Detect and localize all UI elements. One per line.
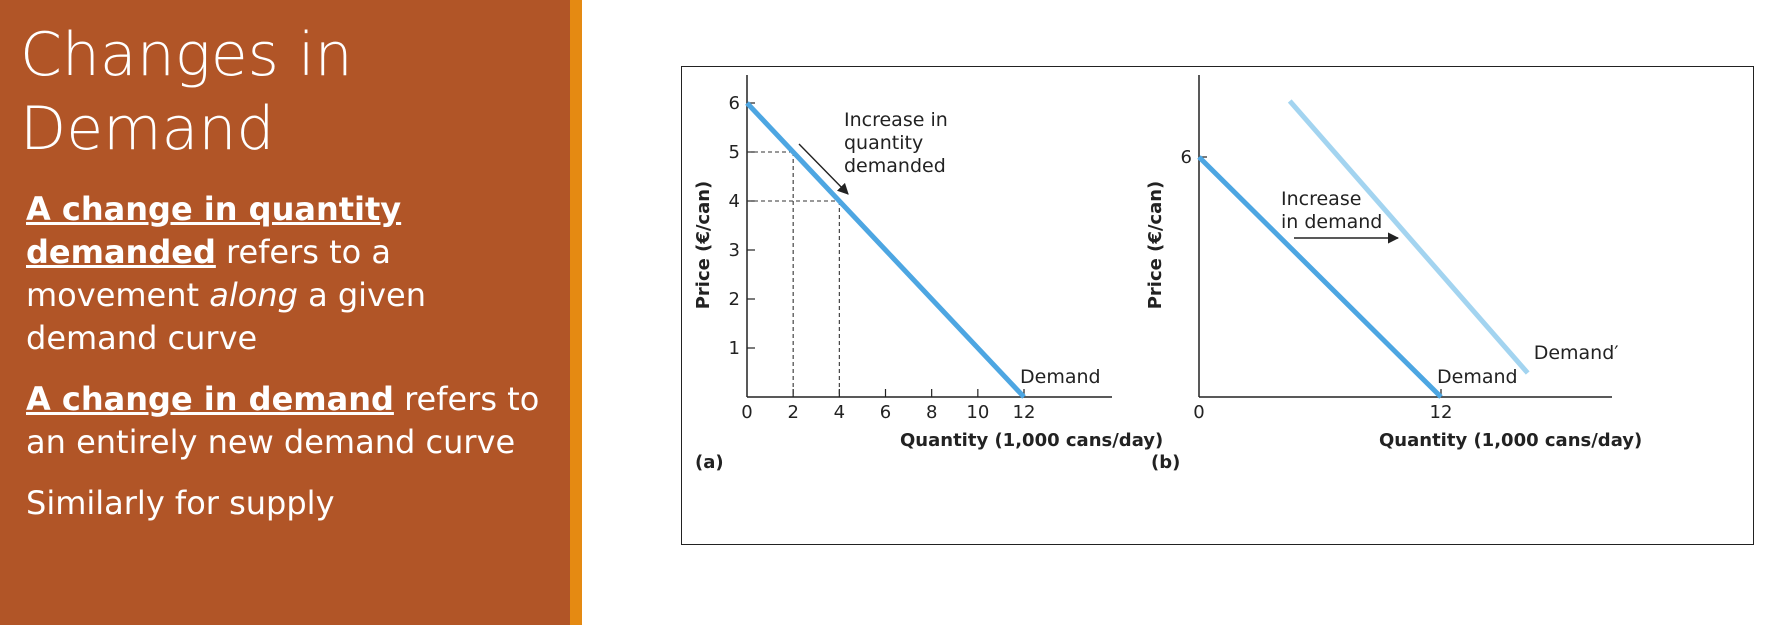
slide-text-panel: Changes in Demand A change in quantity d… [0, 0, 570, 625]
title-line-2: Demand [20, 94, 275, 164]
annotation-line-a-1: quantity [844, 132, 923, 154]
x-tick-label-a-4: 4 [834, 402, 845, 423]
x-tick-label-a-12: 12 [1013, 402, 1036, 423]
y-axis-title-b: Price (€/can) [1145, 181, 1166, 310]
x-tick-label-a-6: 6 [880, 402, 891, 423]
para1-text-b: a given demand curve [26, 276, 426, 357]
y-tick-label-a-2: 2 [729, 289, 740, 310]
x-tick-label-a-8: 8 [926, 402, 937, 423]
series-line-b-0 [1197, 155, 1443, 399]
paragraph-change-in-demand: A change in demand refers to an entirely… [26, 378, 546, 464]
series-line-b-1 [1287, 99, 1530, 375]
y-tick-label-a-4: 4 [729, 191, 740, 212]
term-change-in-demand: A change in demand [26, 380, 394, 418]
x-tick-label-a-10: 10 [966, 402, 989, 423]
slide-title: Changes in Demand [20, 18, 560, 166]
y-tick-label-a-6: 6 [729, 93, 740, 114]
y-tick-label-b-6: 6 [1181, 147, 1192, 168]
x-axis-title-b: Quantity (1,000 cans/day) [1379, 430, 1642, 451]
para1-emphasis: along [209, 276, 298, 314]
paragraph-quantity-demanded: A change in quantity demanded refers to … [26, 188, 546, 360]
panel-label-b: (b) [1151, 452, 1180, 473]
annotation-line-a-2: demanded [844, 155, 946, 177]
x-tick-label-a-0: 0 [741, 402, 752, 423]
annotation-line-a-0: Increase in [844, 109, 948, 131]
annotation-line-b-0: Increase [1281, 188, 1361, 210]
accent-bar [570, 0, 582, 625]
para1-text-a: refers to a movement [26, 233, 392, 314]
y-tick-label-a-1: 1 [729, 338, 740, 359]
x-tick-label-b-12: 12 [1430, 402, 1453, 423]
series-label-b-1: Demand′ [1534, 342, 1619, 364]
paragraph-supply: Similarly for supply [26, 484, 335, 522]
y-axis-title-a: Price (€/can) [693, 181, 714, 310]
y-tick-label-a-3: 3 [729, 240, 740, 261]
panel-label-a: (a) [695, 452, 724, 473]
x-tick-label-b-0: 0 [1193, 402, 1204, 423]
chart-frame: 1 2 3 4 5 6 0 2 4 6 8 10 12 Demand Increase in quantity… [681, 66, 1754, 545]
term-quantity-demanded: A change in quantity demanded [26, 190, 402, 271]
x-axis-title-a: Quantity (1,000 cans/day) [900, 430, 1163, 451]
series-label-b-0: Demand [1437, 366, 1518, 388]
annotation-line-b-1: in demand [1281, 211, 1382, 233]
x-tick-label-a-2: 2 [787, 402, 798, 423]
y-tick-label-a-5: 5 [729, 142, 740, 163]
series-line-a-0 [745, 101, 1026, 399]
para2-text: refers to an entirely new demand curve [26, 380, 540, 461]
series-label-a-0: Demand [1020, 366, 1101, 388]
slide-body: A change in quantity demanded refers to … [26, 188, 546, 543]
title-line-1: Changes in [20, 20, 353, 90]
annotation-arrow-a [798, 143, 849, 195]
